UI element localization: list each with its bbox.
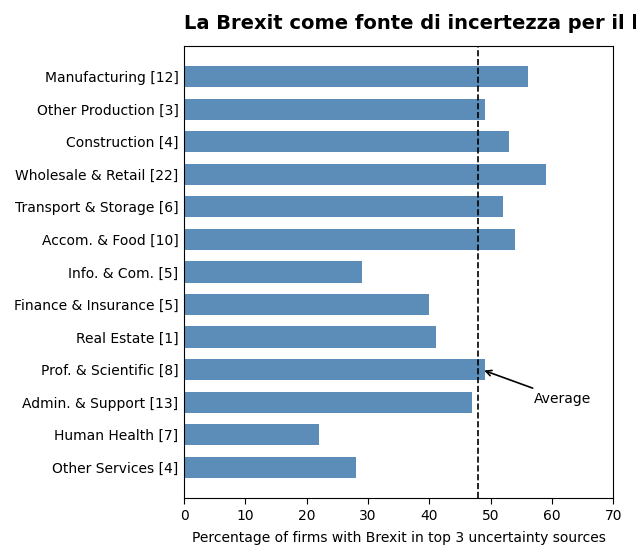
Text: Average: Average xyxy=(486,371,591,406)
Bar xyxy=(184,262,362,282)
Text: La Brexit come fonte di incertezza per il business: La Brexit come fonte di incertezza per i… xyxy=(184,14,636,33)
Bar xyxy=(184,196,503,217)
Bar xyxy=(184,457,356,478)
Bar xyxy=(184,99,485,120)
Bar xyxy=(184,424,319,445)
Bar xyxy=(184,391,473,413)
Bar xyxy=(184,131,509,153)
Bar xyxy=(184,359,485,380)
Bar xyxy=(184,164,546,185)
Bar xyxy=(184,294,429,315)
Bar xyxy=(184,66,527,87)
Bar xyxy=(184,229,515,250)
Bar xyxy=(184,326,436,348)
X-axis label: Percentage of firms with Brexit in top 3 uncertainty sources: Percentage of firms with Brexit in top 3… xyxy=(192,531,605,545)
